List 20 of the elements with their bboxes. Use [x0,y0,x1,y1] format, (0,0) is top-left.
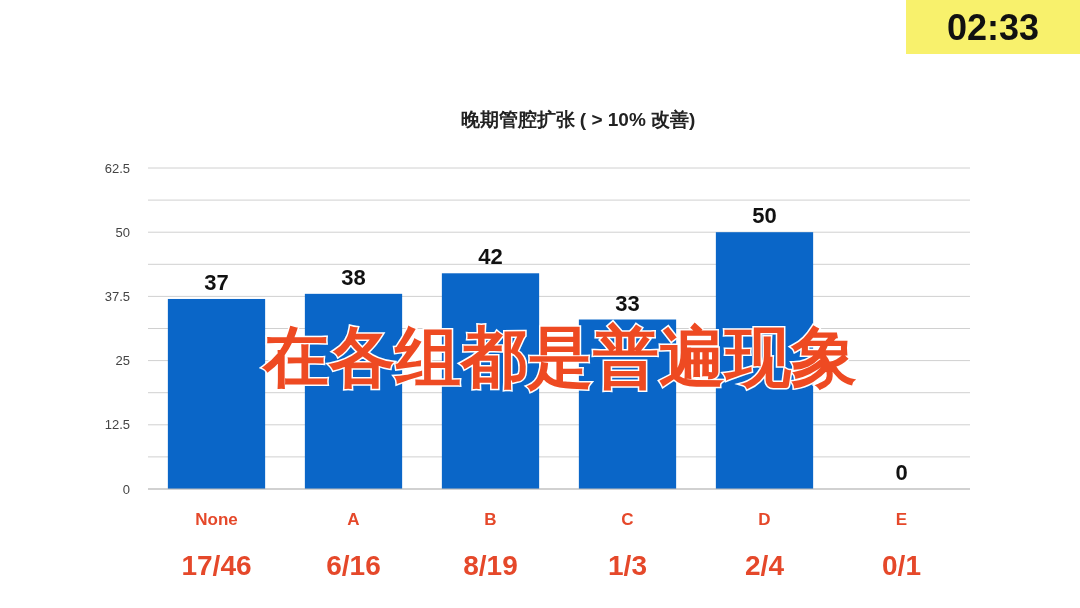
category-label: E 0/1 [882,510,921,581]
y-tick-label: 62.5 [104,160,130,176]
chart-title: 晚期管腔扩张 ( > 10% 改善) [460,109,696,130]
y-tick-label: 37.5 [104,288,130,304]
data-label: 37 [204,269,229,295]
data-label: 42 [478,244,503,270]
category-label: A 6/16 [326,510,381,581]
y-tick-label: 0 [122,481,130,497]
category-label: None 17/46 [181,510,252,581]
category-label: D 2/4 [745,510,784,581]
y-tick-label: 25 [115,353,130,369]
category-label: B 8/19 [463,510,518,581]
text: 02:33 [946,7,1040,48]
data-label: 50 [752,203,777,229]
data-label: 0 [895,460,908,485]
y-tick-label: 50 [115,224,130,240]
data-label: 38 [341,264,366,290]
category-label: C 1/3 [608,510,647,581]
data-label: 33 [615,290,640,316]
y-tick-label: 12.5 [104,417,130,433]
